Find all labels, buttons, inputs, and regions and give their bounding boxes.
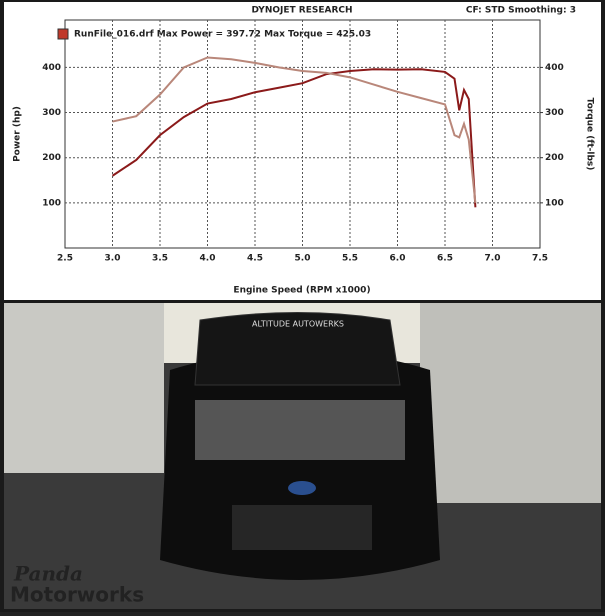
y-tick-label: 400 <box>42 63 61 73</box>
x-tick-label: 4.5 <box>247 254 263 264</box>
windshield <box>194 312 401 386</box>
watermark-bottom: Motorworks <box>10 583 144 607</box>
series-line <box>112 56 477 203</box>
y2-tick-label: 400 <box>545 63 564 73</box>
engine-bay <box>195 400 405 460</box>
x-tick-label: 5.5 <box>342 254 358 264</box>
y-tick-label: 300 <box>42 108 61 118</box>
y2-tick-label: 300 <box>545 108 564 118</box>
windshield-text: ALTITUDE AUTOWERKS <box>252 320 344 329</box>
x-tick-label: 2.5 <box>57 254 73 264</box>
y2-tick-label: 200 <box>545 153 564 163</box>
photo: ALTITUDE AUTOWERKS Panda Motorworks <box>4 303 601 609</box>
y2-tick-label: 100 <box>545 198 564 208</box>
x-axis-label: Engine Speed (RPM x1000) <box>233 286 370 296</box>
series-line <box>111 68 477 208</box>
y-axis-label: Power (hp) <box>13 106 23 162</box>
header-left: DYNOJET RESEARCH <box>251 6 352 16</box>
left-wall <box>4 303 164 473</box>
x-tick-label: 6.0 <box>390 254 406 264</box>
x-tick-label: 4.0 <box>200 254 216 264</box>
y-tick-label: 100 <box>42 198 61 208</box>
header-right: CF: STD Smoothing: 3 <box>466 6 576 16</box>
badge <box>288 481 316 495</box>
legend-text: RunFile_016.drf Max Power = 397.72 Max T… <box>74 30 371 40</box>
x-tick-label: 7.5 <box>532 254 548 264</box>
grille <box>232 505 372 550</box>
x-tick-label: 3.0 <box>105 254 121 264</box>
y-tick-label: 200 <box>42 153 61 163</box>
x-tick-label: 6.5 <box>437 254 453 264</box>
legend-swatch <box>57 28 69 40</box>
x-tick-label: 5.0 <box>295 254 311 264</box>
x-tick-label: 7.0 <box>485 254 501 264</box>
x-tick-label: 3.5 <box>152 254 168 264</box>
right-wall <box>420 303 601 503</box>
y2-axis-label: Torque (ft-lbs) <box>585 98 595 171</box>
watermark-top: Panda <box>13 562 83 586</box>
